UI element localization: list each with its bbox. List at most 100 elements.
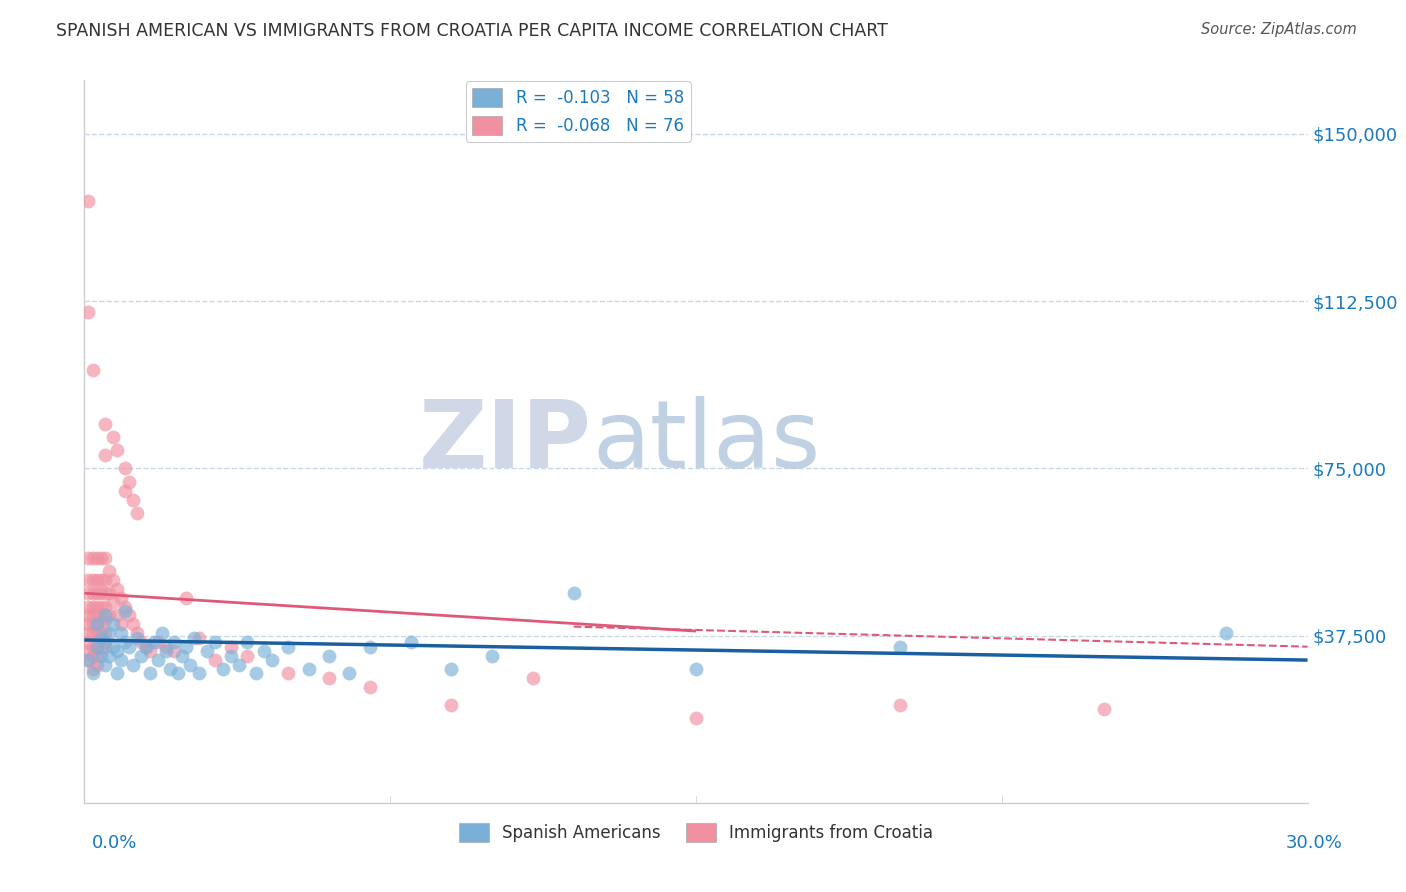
Point [90, 613, 112, 627]
Point [138, 666, 160, 681]
Point [90, 640, 112, 654]
Point [86, 608, 108, 623]
Point [142, 635, 165, 649]
Point [118, 475, 141, 489]
Point [86, 550, 108, 565]
Point [481, 648, 503, 663]
Point [93, 448, 115, 462]
Point [172, 648, 194, 663]
Point [146, 635, 169, 649]
Point [159, 662, 181, 676]
Point [114, 635, 136, 649]
Legend: Spanish Americans, Immigrants from Croatia: Spanish Americans, Immigrants from Croat… [453, 816, 939, 848]
Point [187, 666, 209, 681]
Point [82, 608, 104, 623]
Point [131, 648, 153, 663]
Point [318, 648, 340, 663]
Point [174, 591, 197, 605]
Point [228, 657, 250, 672]
Point [93, 573, 115, 587]
Point [97, 564, 120, 578]
Point [77, 635, 100, 649]
Point [359, 680, 381, 694]
Point [93, 550, 115, 565]
Text: 30.0%: 30.0% [1286, 834, 1343, 852]
Point [122, 657, 145, 672]
Point [105, 666, 128, 681]
Point [195, 644, 218, 658]
Point [82, 599, 104, 614]
Point [97, 586, 120, 600]
Point [105, 443, 128, 458]
Point [399, 635, 422, 649]
Point [118, 640, 141, 654]
Point [90, 626, 112, 640]
Point [90, 599, 112, 614]
Point [219, 648, 242, 663]
Point [889, 698, 911, 712]
Point [77, 626, 100, 640]
Point [204, 635, 226, 649]
Point [339, 666, 361, 681]
Point [277, 666, 299, 681]
Text: Source: ZipAtlas.com: Source: ZipAtlas.com [1201, 22, 1357, 37]
Text: SPANISH AMERICAN VS IMMIGRANTS FROM CROATIA PER CAPITA INCOME CORRELATION CHART: SPANISH AMERICAN VS IMMIGRANTS FROM CROA… [56, 22, 889, 40]
Point [86, 657, 108, 672]
Point [110, 591, 132, 605]
Point [562, 586, 585, 600]
Point [110, 653, 132, 667]
Point [77, 644, 100, 658]
Point [77, 653, 100, 667]
Point [277, 640, 299, 654]
Point [86, 640, 108, 654]
Point [77, 599, 100, 614]
Point [97, 608, 120, 623]
Point [90, 648, 112, 663]
Point [122, 617, 145, 632]
Point [86, 648, 108, 663]
Point [1092, 702, 1115, 716]
Point [90, 631, 112, 645]
Point [86, 617, 108, 632]
Point [138, 644, 160, 658]
Point [1215, 626, 1237, 640]
Point [135, 640, 157, 654]
Point [101, 573, 124, 587]
Point [77, 586, 100, 600]
Point [82, 626, 104, 640]
Point [127, 506, 149, 520]
Point [101, 640, 124, 654]
Point [77, 573, 100, 587]
Point [82, 617, 104, 632]
Point [86, 626, 108, 640]
Point [522, 671, 544, 685]
Point [93, 613, 115, 627]
Point [86, 599, 108, 614]
Point [163, 644, 186, 658]
Point [685, 711, 707, 725]
Point [118, 608, 141, 623]
Point [114, 604, 136, 618]
Point [204, 653, 226, 667]
Point [150, 626, 173, 640]
Point [86, 586, 108, 600]
Point [93, 635, 115, 649]
Point [183, 631, 205, 645]
Text: ZIP: ZIP [419, 395, 592, 488]
Point [86, 640, 108, 654]
Point [93, 417, 115, 431]
Point [101, 617, 124, 632]
Point [93, 608, 115, 623]
Point [127, 626, 149, 640]
Point [163, 635, 186, 649]
Point [97, 626, 120, 640]
Point [97, 648, 120, 663]
Point [174, 640, 197, 654]
Point [82, 648, 104, 663]
Point [245, 666, 267, 681]
Point [93, 599, 115, 614]
Point [93, 640, 115, 654]
Point [77, 653, 100, 667]
Point [212, 662, 235, 676]
Point [82, 640, 104, 654]
